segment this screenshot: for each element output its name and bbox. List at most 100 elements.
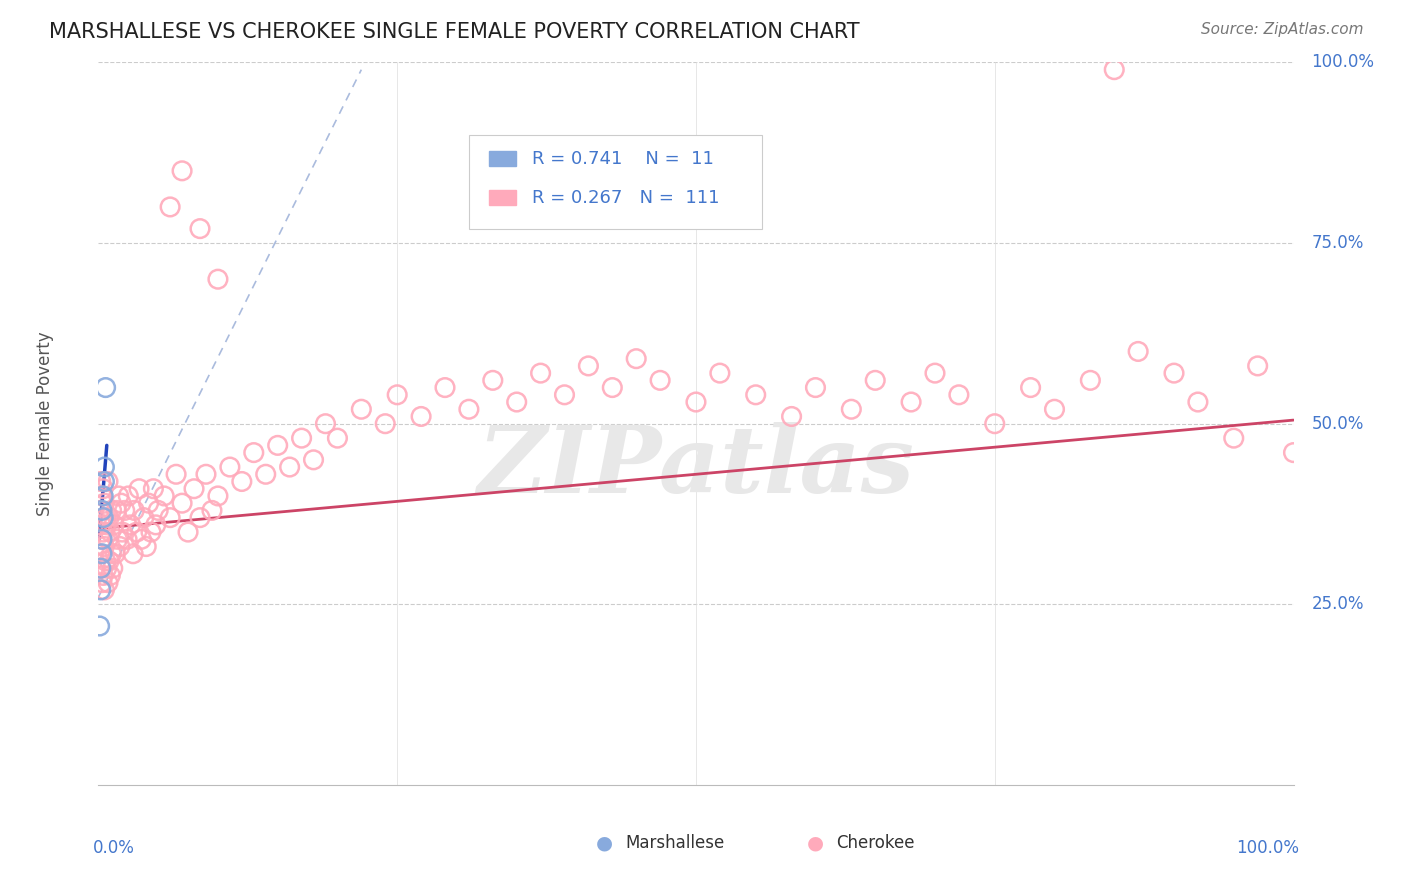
Point [110,496,132,510]
Point [97,533,120,547]
Point [780,409,803,424]
Point [148,503,170,517]
Point [91,533,114,547]
Point [188,510,211,524]
Point [374,417,396,431]
Point [243,445,266,459]
Point [207,489,229,503]
Text: 0.0%: 0.0% [93,839,135,857]
Text: 75.0%: 75.0% [1312,234,1364,252]
Point [91,482,114,496]
Point [117,489,139,503]
Point [434,380,457,394]
Point [122,547,145,561]
Point [98,568,122,582]
Point [745,388,768,402]
Point [93,496,115,510]
Point [138,496,160,510]
Point [1128,344,1150,359]
Point [135,540,157,554]
Point [1282,445,1305,459]
Point [98,510,121,524]
Point [326,431,349,445]
Point [385,388,409,402]
Point [709,366,731,380]
Point [107,533,129,547]
Point [177,524,200,539]
Point [93,460,115,475]
Point [124,503,146,517]
Point [1019,380,1042,394]
Point [91,489,114,503]
Point [165,467,187,482]
Point [89,547,111,561]
Point [458,402,481,417]
Point [804,380,827,394]
Point [207,272,229,286]
FancyBboxPatch shape [470,135,762,228]
Point [153,489,176,503]
Point [100,547,122,561]
Point [411,409,433,424]
Point [91,510,114,524]
Point [93,582,115,597]
Text: ●: ● [807,833,824,853]
Text: ●: ● [596,833,613,853]
Text: 25.0%: 25.0% [1312,595,1364,614]
Point [159,200,181,214]
Point [107,489,129,503]
Point [89,503,111,517]
Point [554,388,576,402]
Text: Single Female Poverty: Single Female Poverty [35,332,53,516]
Point [115,533,138,547]
Point [278,460,301,475]
Point [1247,359,1270,373]
Point [105,503,128,517]
Bar [489,190,516,205]
Point [91,489,114,503]
Point [98,524,122,539]
Point [103,517,125,532]
Point [91,503,114,517]
Point [302,452,325,467]
Text: 50.0%: 50.0% [1312,415,1364,433]
Point [142,482,165,496]
Point [132,510,155,524]
Point [159,510,181,524]
Point [648,373,672,387]
Point [139,524,162,539]
Text: Cherokee: Cherokee [837,834,915,852]
Point [1043,402,1066,417]
Point [98,554,121,568]
Point [172,496,194,510]
Point [1104,62,1126,77]
Point [865,373,887,387]
Point [93,475,115,489]
Text: R = 0.267   N =  111: R = 0.267 N = 111 [533,188,720,207]
Point [91,575,114,590]
Text: 100.0%: 100.0% [1236,839,1299,857]
Point [96,517,118,532]
Point [120,517,142,532]
Point [188,221,211,235]
Point [578,359,600,373]
Text: 100.0%: 100.0% [1312,54,1375,71]
Point [201,503,224,517]
Point [91,547,114,561]
Point [90,582,112,597]
Point [90,561,112,575]
Point [91,524,114,539]
Point [94,380,117,394]
Point [172,164,194,178]
Point [924,366,946,380]
Point [350,402,373,417]
Point [530,366,553,380]
Point [89,619,111,633]
Point [231,475,253,489]
Point [315,417,337,431]
Text: Marshallese: Marshallese [626,834,725,852]
Point [685,395,707,409]
Point [626,351,648,366]
Point [111,524,134,539]
Point [195,467,218,482]
